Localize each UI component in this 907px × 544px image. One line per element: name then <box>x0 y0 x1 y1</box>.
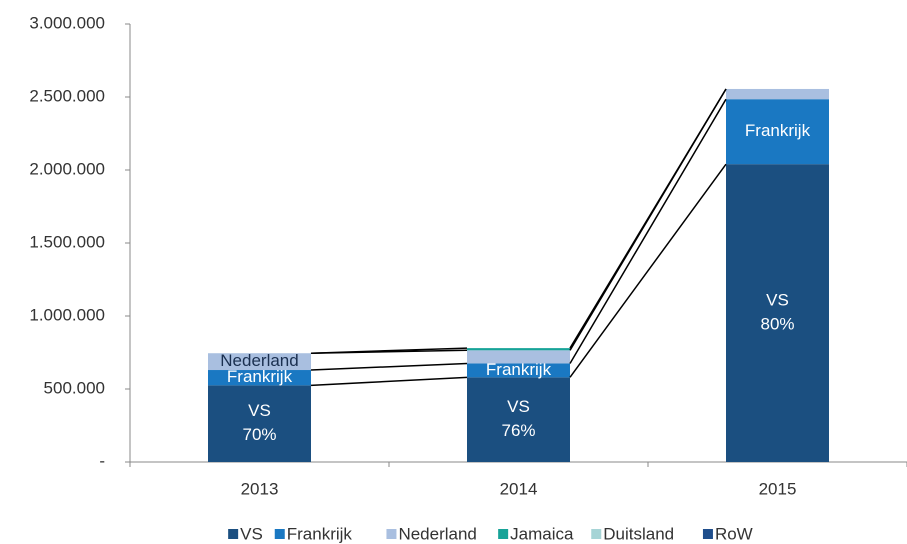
y-tick-label: 1.000.000 <box>29 305 105 324</box>
legend-swatch <box>591 529 602 539</box>
legend-label: VS <box>240 524 263 543</box>
y-tick-label: 500.000 <box>44 378 105 397</box>
connector-line <box>569 98 727 364</box>
legend-swatch <box>386 529 397 539</box>
legend-swatch <box>228 529 239 539</box>
x-tick-label: 2014 <box>500 479 538 498</box>
bar-segment <box>726 164 829 462</box>
legend-label: Nederland <box>398 524 476 543</box>
data-label: Nederland <box>220 351 298 370</box>
bar-segment <box>467 377 570 462</box>
data-label: VS <box>766 291 789 310</box>
data-label: VS <box>507 397 530 416</box>
legend-swatch <box>498 529 509 539</box>
bar-segment <box>467 350 570 364</box>
y-tick-label: 1.500.000 <box>29 232 105 251</box>
data-label: VS <box>248 401 271 420</box>
legend-label: Jamaica <box>510 524 574 543</box>
data-label: 70% <box>242 425 276 444</box>
data-label: 76% <box>501 421 535 440</box>
x-tick-label: 2015 <box>759 479 797 498</box>
data-label: Frankrijk <box>227 367 293 386</box>
legend-swatch <box>702 529 713 539</box>
connector-line <box>569 163 727 378</box>
x-tick-label: 2013 <box>241 479 279 498</box>
connector-line <box>310 362 468 371</box>
legend-swatch <box>274 529 285 539</box>
bar-segment <box>208 370 311 386</box>
y-tick-label: - <box>99 451 105 470</box>
y-tick-label: 2.000.000 <box>29 159 105 178</box>
legend-label: Frankrijk <box>287 524 353 543</box>
y-tick-label: 2.500.000 <box>29 86 105 105</box>
data-label: Frankrijk <box>745 121 811 140</box>
bar-segment <box>726 99 829 165</box>
bar-segment <box>208 385 311 462</box>
legend-label: RoW <box>715 524 753 543</box>
bar-segment <box>726 88 829 100</box>
bar-segment <box>467 348 570 351</box>
connector-line <box>310 347 468 354</box>
bar-segment <box>208 353 311 371</box>
bar-segment <box>467 363 570 378</box>
y-tick-label: 3.000.000 <box>29 13 105 32</box>
connector-line <box>310 376 468 387</box>
data-label: Frankrijk <box>486 360 552 379</box>
legend-label: Duitsland <box>603 524 674 543</box>
connector-line <box>569 88 727 349</box>
data-label: 80% <box>760 315 794 334</box>
